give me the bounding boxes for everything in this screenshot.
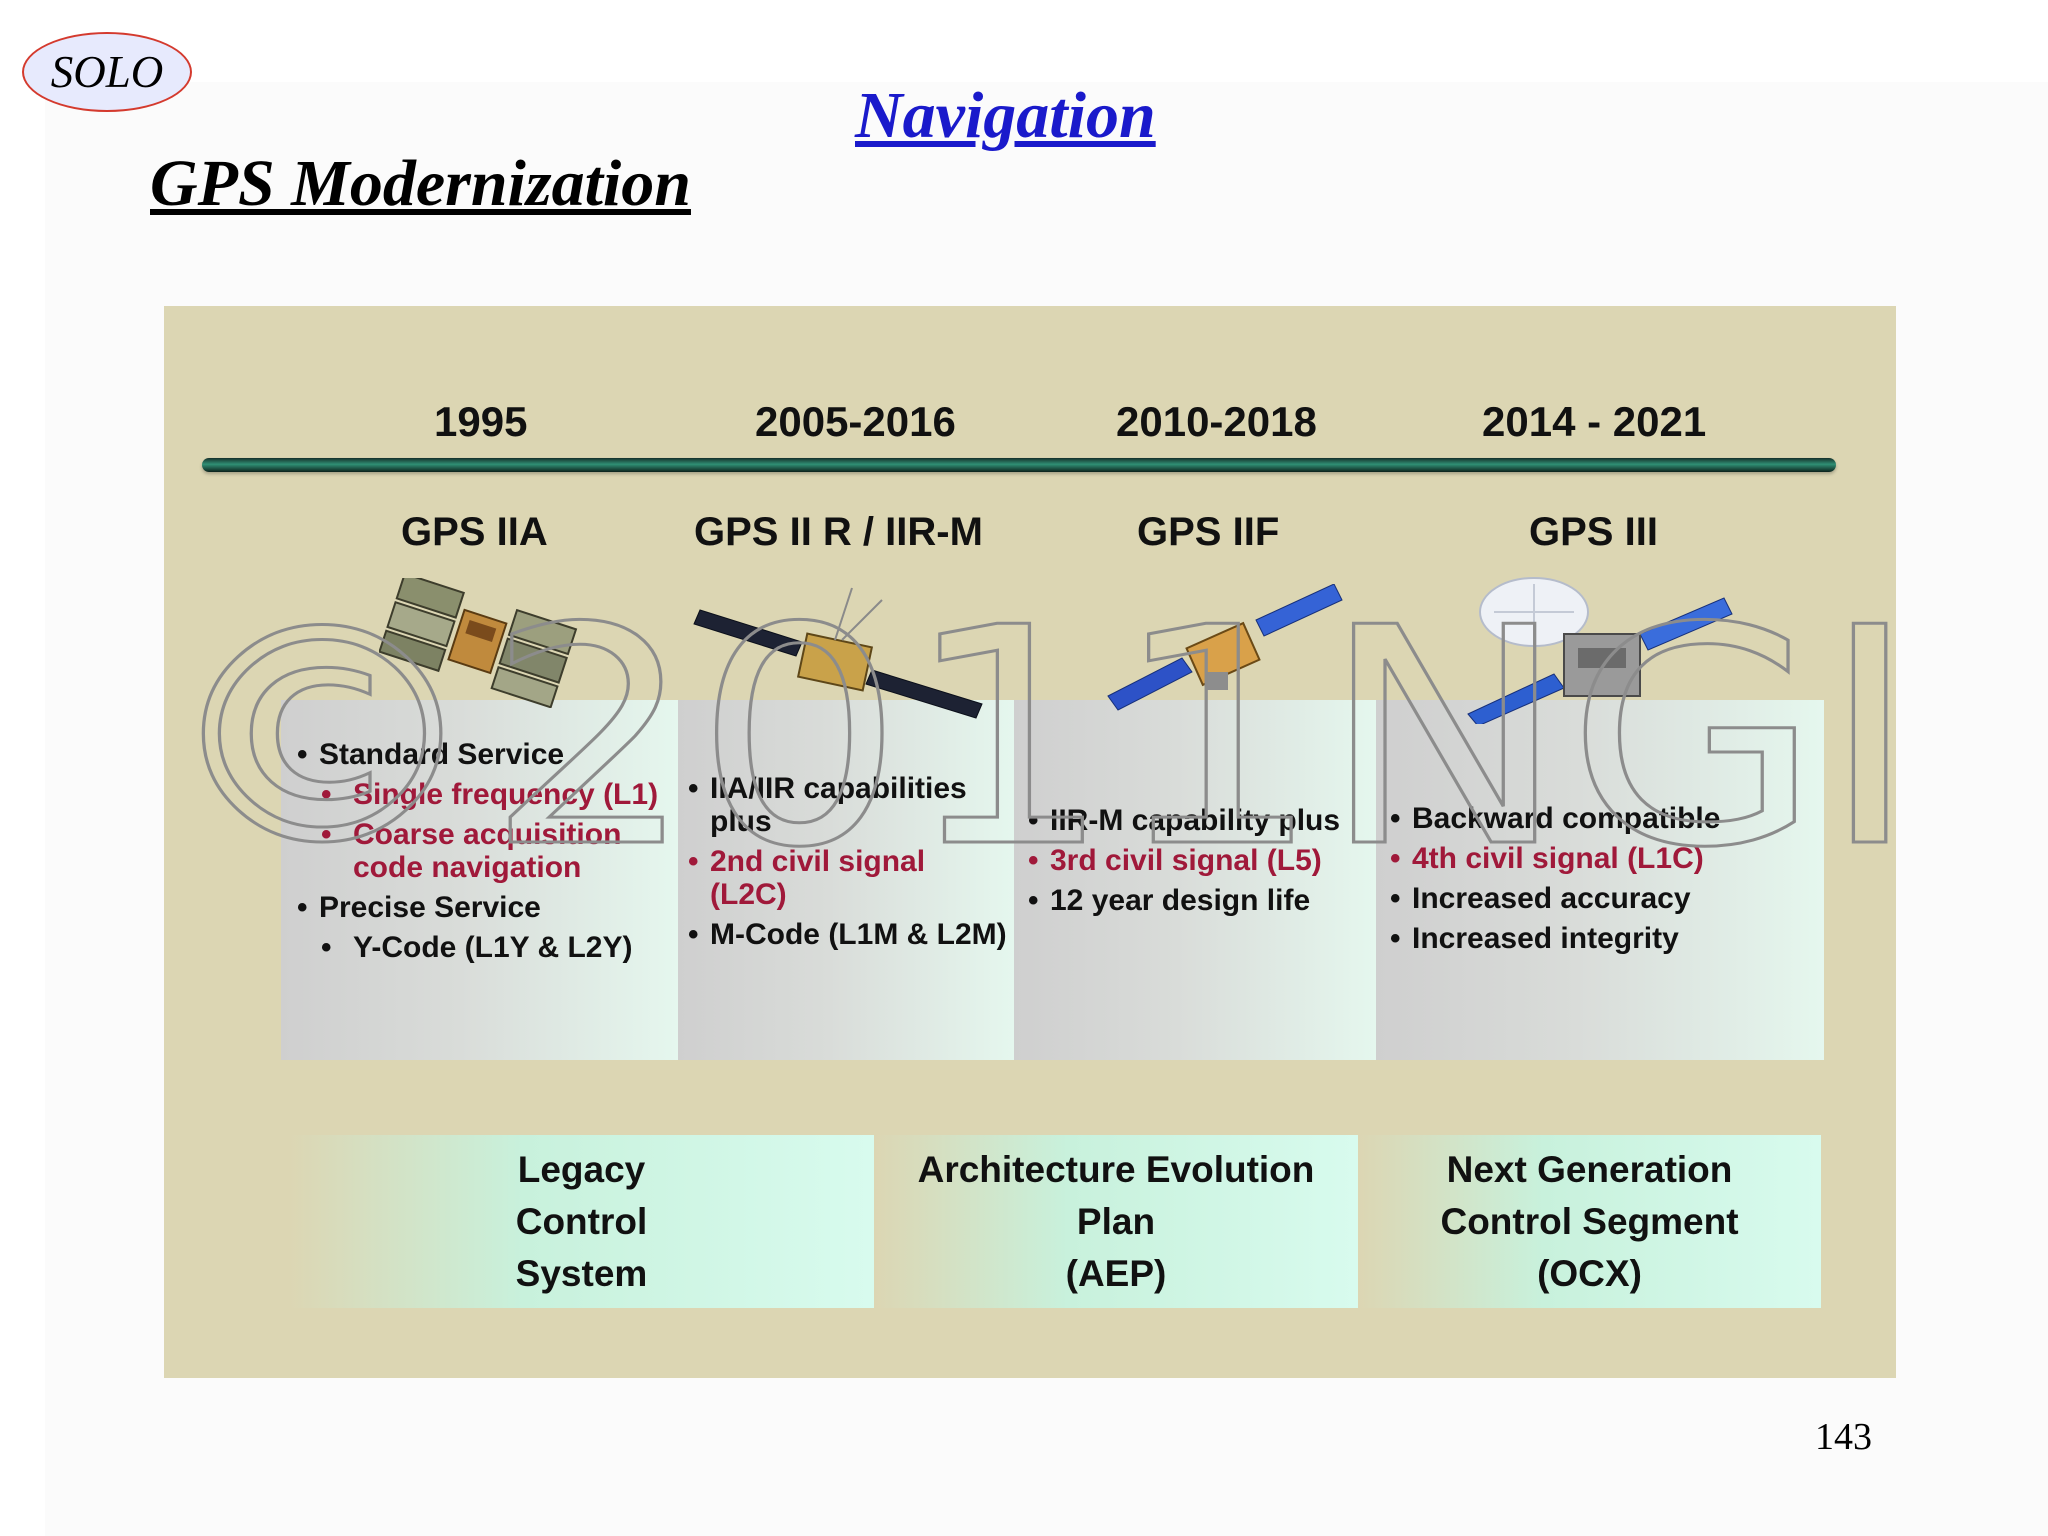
- capability-list-3: IIR-M capability plus 3rd civil signal (L…: [1028, 804, 1373, 924]
- gps-iif-satellite-image: [1107, 584, 1343, 711]
- solo-logo: SOLO: [22, 32, 192, 112]
- control-segment-line: Control Segment: [1440, 1200, 1739, 1242]
- capability-list-2: IIA/IIR capabilities plus 2nd civil signa…: [688, 772, 1008, 958]
- capability-item: Standard Service: [297, 738, 672, 771]
- logo-text: SOLO: [50, 47, 164, 97]
- capability-box-3: IIR-M capability plus 3rd civil signal (L…: [1014, 700, 1376, 1060]
- capability-item: Increased accuracy: [1390, 882, 1810, 915]
- control-segment-line: System: [515, 1252, 648, 1294]
- capability-box-4: Backward compatible 4th civil signal (L1C…: [1376, 700, 1824, 1060]
- period-years-4: 2014 - 2021: [1482, 398, 1707, 445]
- capability-list-4: Backward compatible 4th civil signal (L1C…: [1390, 802, 1810, 962]
- generation-name-2: GPS II R / IIR-M: [694, 510, 983, 554]
- control-segment-line: Legacy: [517, 1148, 646, 1190]
- gps-iir-satellite-image: [693, 587, 983, 719]
- control-segment-1: Legacy Control System: [289, 1135, 874, 1308]
- capability-item: M-Code (L1M & L2M): [688, 918, 1008, 951]
- capability-item: 12 year design life: [1028, 884, 1373, 917]
- generation-name-4: GPS III: [1529, 510, 1658, 554]
- section-title: Navigation: [855, 79, 1156, 152]
- control-segment-2: Architecture Evolution Plan (AEP): [874, 1135, 1358, 1308]
- page-number: 143: [1815, 1416, 1872, 1458]
- control-segment-line: Architecture Evolution: [917, 1148, 1315, 1190]
- period-years-2: 2005-2016: [755, 398, 956, 445]
- period-years-3: 2010-2018: [1116, 398, 1317, 445]
- capability-box-1: Standard Service Single frequency (L1) Coa…: [281, 700, 678, 1060]
- capability-item: Coarse acquisition code navigation: [321, 818, 672, 884]
- gps-iia-satellite-image: [379, 578, 578, 708]
- capability-item: IIR-M capability plus: [1028, 804, 1373, 837]
- control-segment-line: Control: [515, 1200, 648, 1242]
- slide-title: GPS Modernization: [150, 147, 691, 220]
- capability-box-2: IIA/IIR capabilities plus 2nd civil signa…: [678, 700, 1014, 1060]
- capability-list-1: Standard Service Single frequency (L1) Coa…: [297, 738, 672, 971]
- capability-item: 4th civil signal (L1C): [1390, 842, 1810, 875]
- gps-modernization-figure: 1995 2005-2016 2010-2018 2014 - 2021 GPS…: [164, 306, 1896, 1378]
- capability-item: Y-Code (L1Y & L2Y): [321, 931, 672, 964]
- capability-item: 2nd civil signal (L2C): [688, 845, 1008, 911]
- control-segment-line: Plan: [1076, 1200, 1156, 1242]
- control-segment-line: (AEP): [1065, 1252, 1167, 1294]
- gps-iii-satellite-image: [1467, 577, 1733, 724]
- timeline-bar: [202, 458, 1836, 472]
- control-segment-line: Next Generation: [1446, 1148, 1733, 1190]
- period-years-1: 1995: [434, 398, 528, 445]
- capability-item: Increased integrity: [1390, 922, 1810, 955]
- capability-item: Precise Service: [297, 891, 672, 924]
- capability-item: IIA/IIR capabilities plus: [688, 772, 1008, 838]
- control-segment-3: Next Generation Control Segment (OCX): [1358, 1135, 1821, 1308]
- generation-name-1: GPS IIA: [401, 510, 548, 554]
- capability-item: 3rd civil signal (L5): [1028, 844, 1373, 877]
- generation-name-3: GPS IIF: [1137, 510, 1280, 554]
- control-segment-line: (OCX): [1537, 1252, 1642, 1294]
- capability-item: Backward compatible: [1390, 802, 1810, 835]
- capability-item: Single frequency (L1): [321, 778, 672, 811]
